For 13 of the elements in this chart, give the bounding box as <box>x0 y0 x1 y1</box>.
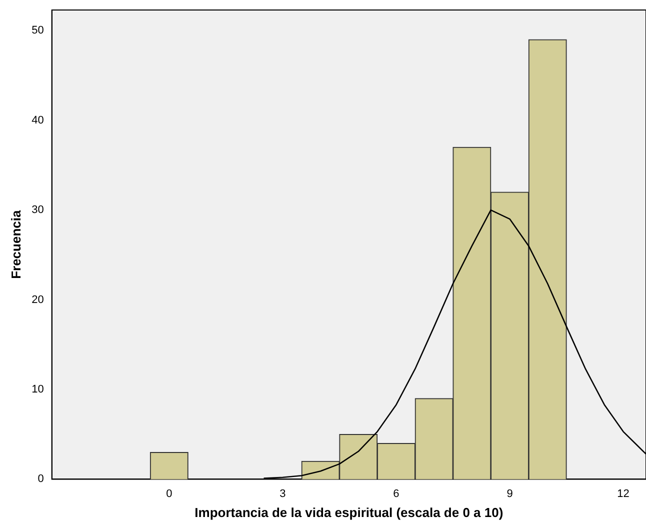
x-axis-title: Importancia de la vida espiritual (escala de 0 a 10) <box>194 504 504 520</box>
y-tick-label: 20 <box>32 294 44 306</box>
y-tick-label: 50 <box>32 24 44 37</box>
y-tick-label: 0 <box>38 473 44 486</box>
x-tick-label: 9 <box>506 488 513 500</box>
y-tick-label: 40 <box>32 114 44 126</box>
x-tick-label: 3 <box>280 488 286 500</box>
y-tick-label: 10 <box>32 384 44 396</box>
y-tick-label: 30 <box>32 204 44 216</box>
x-tick-label: 0 <box>166 488 172 500</box>
x-tick-label: 6 <box>393 488 400 500</box>
x-tick-label: 12 <box>617 488 630 500</box>
y-axis-title: Frecuencia <box>8 210 24 279</box>
